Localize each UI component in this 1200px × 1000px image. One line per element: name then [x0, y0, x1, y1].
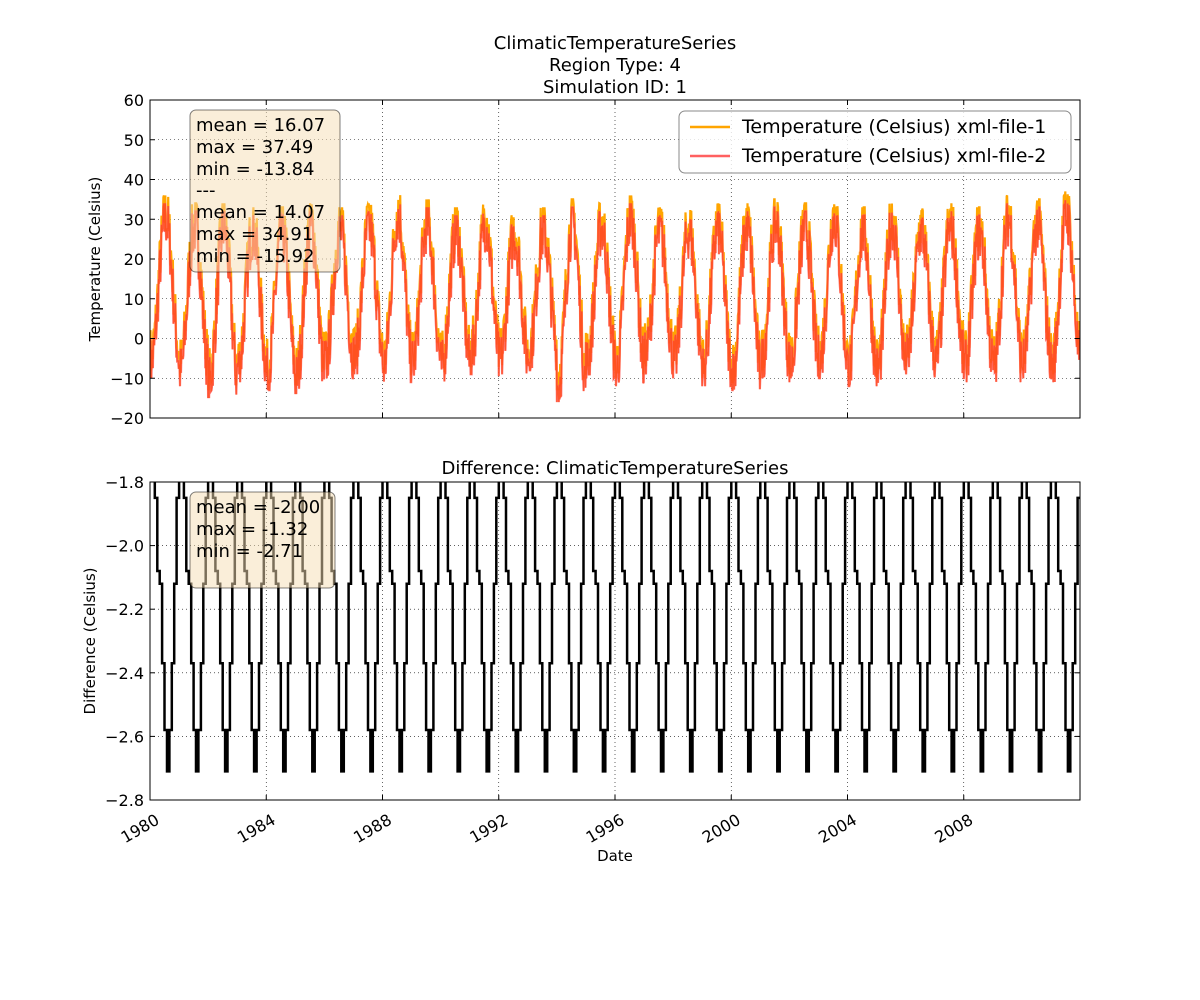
stats-line: mean = 16.07 [196, 115, 325, 136]
y-tick-label: 30 [124, 210, 144, 229]
legend-frame [678, 110, 1072, 174]
y-tick-label: 50 [124, 131, 144, 150]
stats-line: mean = -2.00 [196, 497, 320, 518]
y-tick-label: −10 [110, 369, 144, 388]
y-tick-label: −2.8 [105, 791, 144, 810]
stats-line: max = -1.32 [196, 519, 308, 540]
x-tick-label: 1980 [118, 810, 163, 847]
y-tick-label: 0 [134, 330, 144, 349]
x-tick-label: 1992 [466, 810, 511, 847]
x-axis-label: Date [597, 847, 633, 865]
difference-axes: Difference: ClimaticTemperatureSeries 19… [81, 458, 1081, 865]
difference-stats-box: mean = -2.00 max = -1.32 min = -2.71 [189, 491, 336, 589]
figure-title-line-1: ClimaticTemperatureSeries [494, 33, 736, 54]
stats-line: mean = 14.07 [196, 202, 325, 223]
temperature-ticks: −20 −10 0 10 20 30 40 50 60 [110, 91, 1080, 428]
x-tick-label: 1984 [234, 810, 279, 847]
temperature-stats-box: mean = 16.07 max = 37.49 min = -13.84 --… [189, 109, 341, 273]
y-tick-label: −1.8 [105, 473, 144, 492]
x-tick-label: 2008 [931, 810, 976, 847]
difference-stats-box-frame [189, 491, 336, 589]
legend-label-series-2: Temperature (Celsius) xml-file-2 [741, 145, 1046, 167]
y-tick-label: −2.0 [105, 537, 144, 556]
temperature-stats-box-frame [189, 109, 341, 273]
x-tick-label: 1988 [350, 810, 395, 847]
stats-line: max = 34.91 [196, 224, 313, 245]
figure-title-line-3: Simulation ID: 1 [543, 77, 687, 98]
stats-separator: --- [196, 180, 216, 201]
series-overlap-line [150, 200, 1080, 403]
y-tick-label: −2.4 [105, 664, 144, 683]
x-tick-label: 1996 [583, 810, 628, 847]
x-tick-label: 2004 [815, 810, 860, 847]
y-tick-label: −20 [110, 409, 144, 428]
stats-line: min = -2.71 [196, 541, 303, 562]
y-tick-label: 40 [124, 171, 144, 190]
stats-line: min = -13.84 [196, 159, 315, 180]
y-tick-label: 20 [124, 250, 144, 269]
stats-line: max = 37.49 [196, 137, 313, 158]
legend: Temperature (Celsius) xml-file-1 Tempera… [678, 110, 1072, 174]
y-tick-label: −2.6 [105, 727, 144, 746]
difference-title: Difference: ClimaticTemperatureSeries [441, 458, 788, 479]
y-tick-label: 10 [124, 290, 144, 309]
temperature-y-axis-label: Temperature (Celsius) [86, 177, 104, 343]
temperature-axes: −20 −10 0 10 20 30 40 50 60 Temperature (Celsius… [86, 91, 1081, 428]
legend-label-series-1: Temperature (Celsius) xml-file-1 [741, 116, 1046, 138]
difference-y-axis-label: Difference (Celsius) [81, 568, 99, 715]
stats-line: min = -15.92 [196, 246, 315, 267]
y-tick-label: −2.2 [105, 600, 144, 619]
x-tick-label: 2000 [699, 810, 744, 847]
y-tick-label: 60 [124, 91, 144, 110]
figure-title-line-2: Region Type: 4 [549, 55, 681, 76]
